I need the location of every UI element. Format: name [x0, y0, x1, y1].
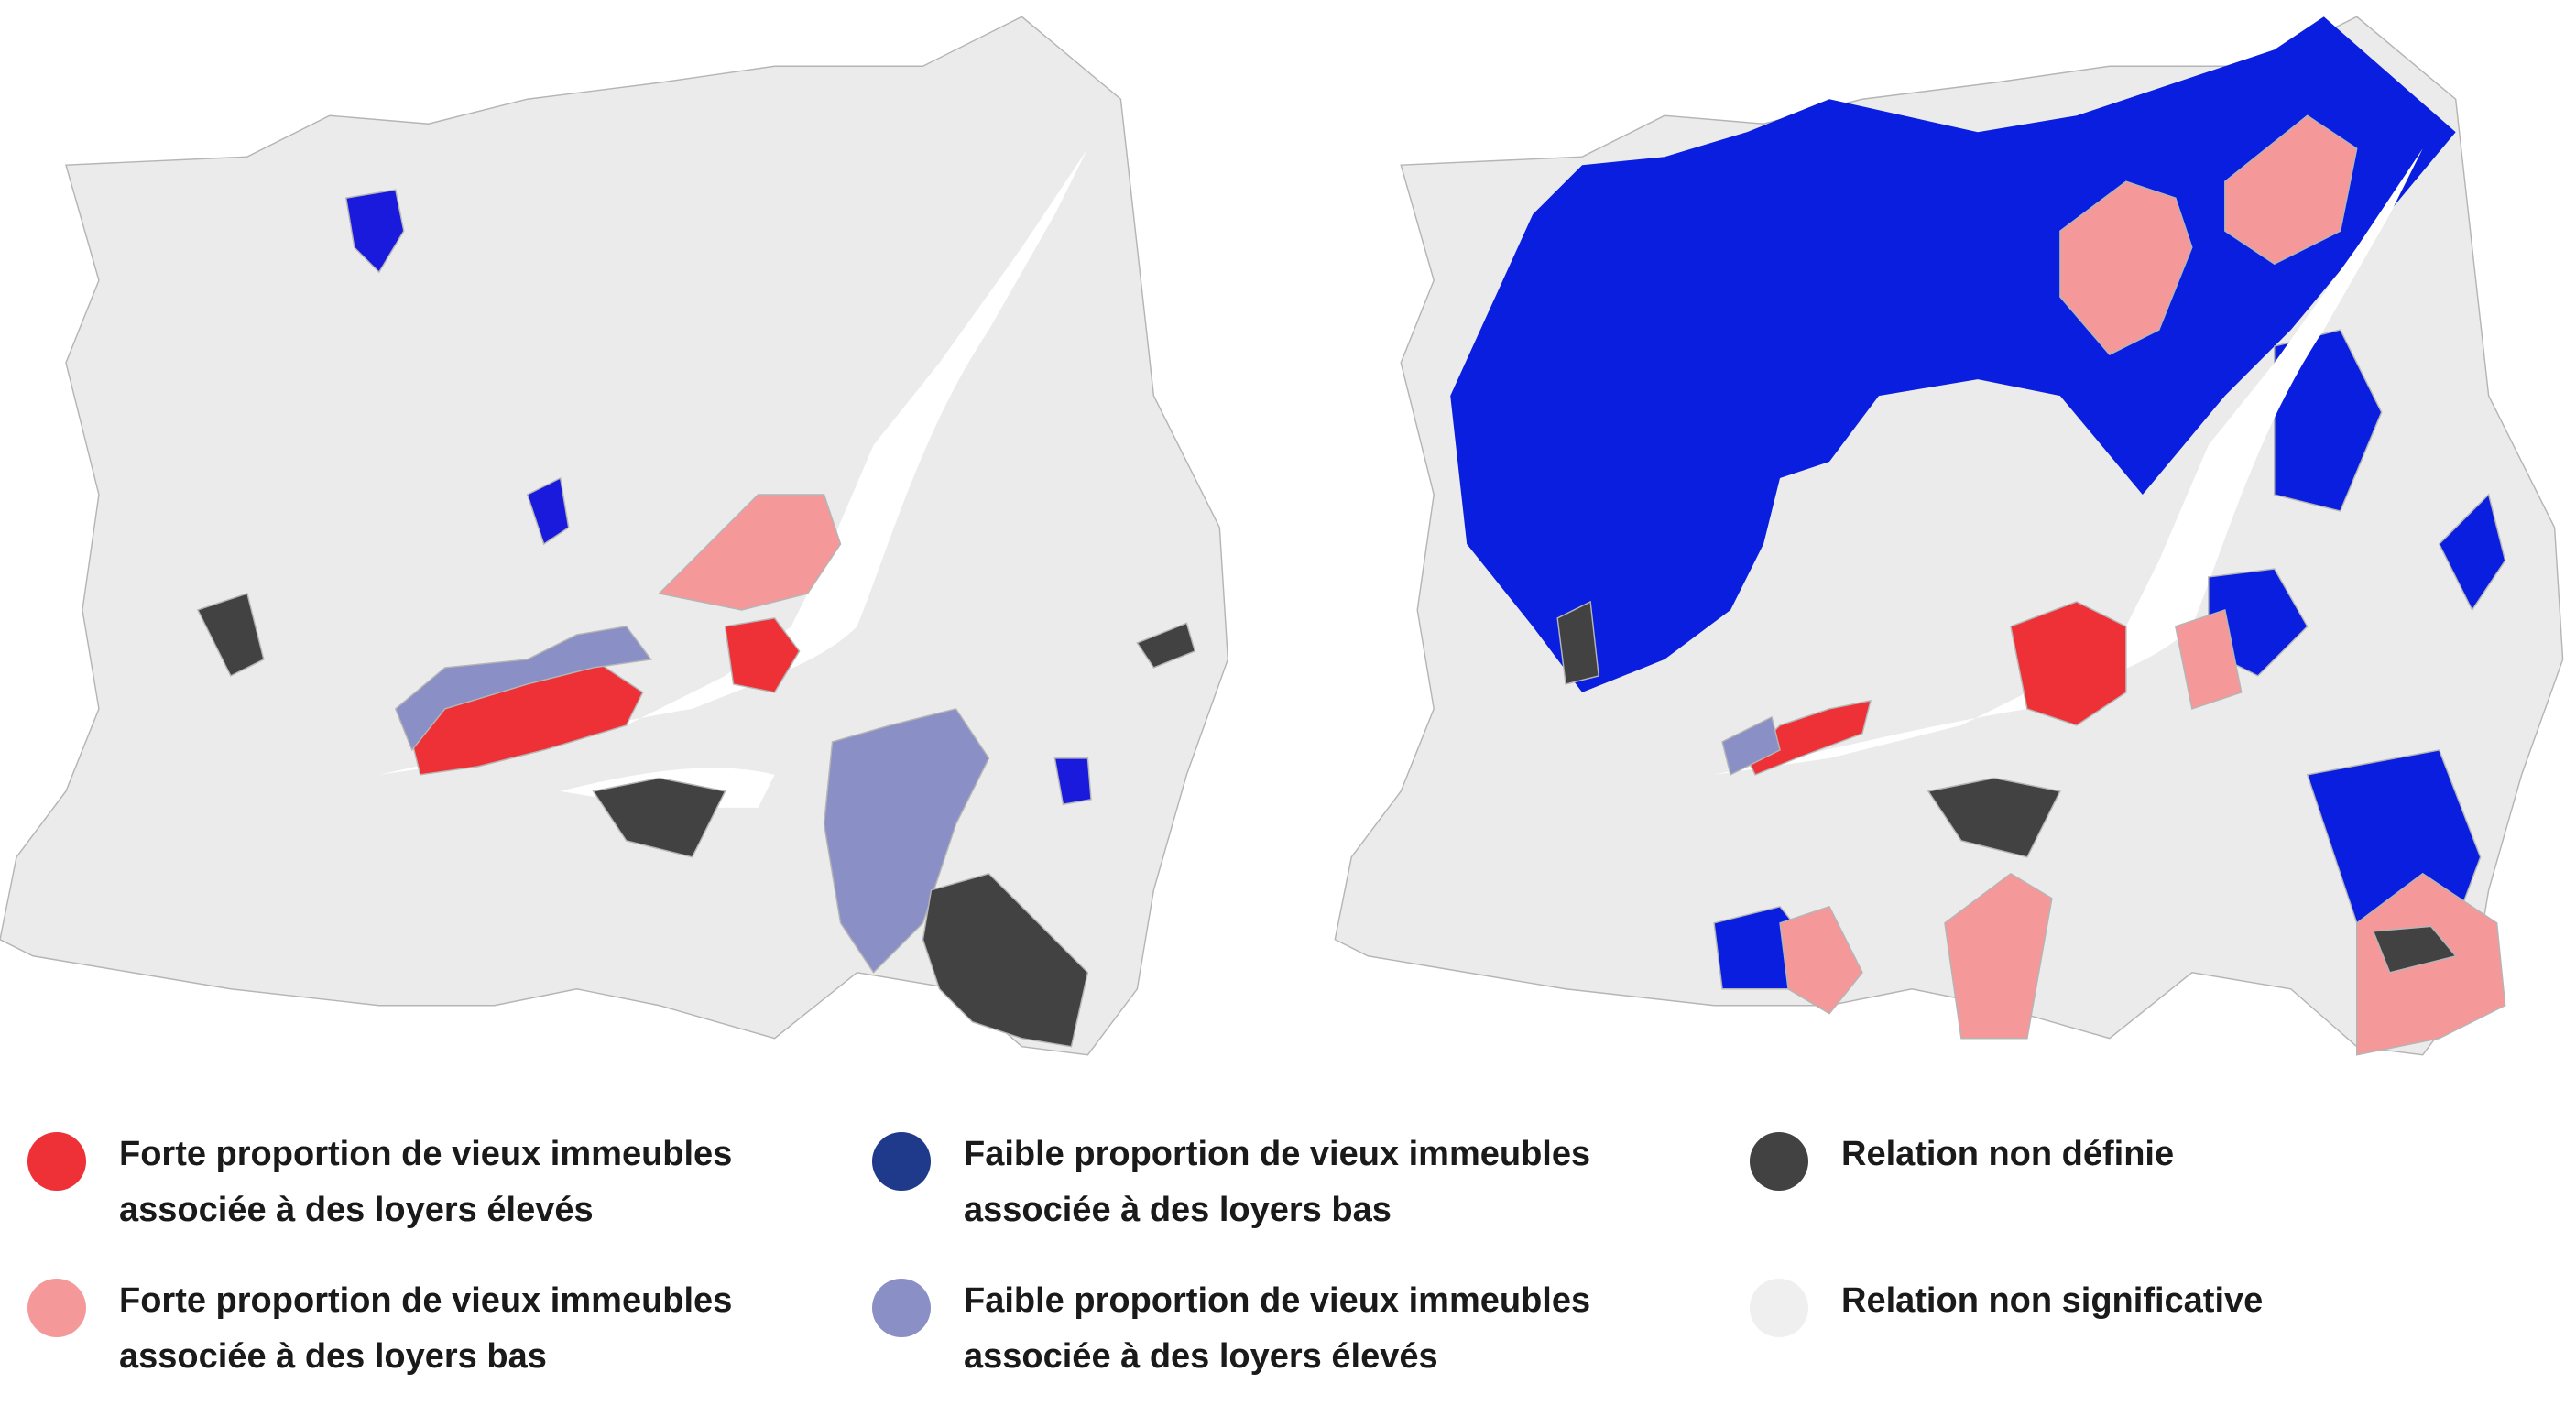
legend-label: Faible proportion de vieux immeubles asso… — [964, 1127, 1590, 1238]
legend-label-line: associée à des loyers bas — [119, 1337, 547, 1376]
legend-label-line: Faible proportion de vieux immeubles — [964, 1135, 1591, 1173]
legend-swatch — [872, 1132, 931, 1191]
map-right — [1334, 16, 2564, 1056]
legend-label: Relation non définie — [1841, 1127, 2174, 1182]
legend-label: Relation non significative — [1841, 1273, 2263, 1329]
legend-label-line: associée à des loyers bas — [964, 1191, 1392, 1229]
legend-swatch — [27, 1279, 86, 1337]
legend-swatch — [1750, 1279, 1808, 1337]
legend-label-line: Faible proportion de vieux immeubles — [964, 1281, 1591, 1320]
legend-label: Faible proportion de vieux immeubles asso… — [964, 1273, 1590, 1385]
legend-swatch — [872, 1279, 931, 1337]
legend-swatch — [1750, 1132, 1808, 1191]
legend-label-line: Forte proportion de vieux immeubles — [119, 1135, 733, 1173]
legend-label-line: Relation non significative — [1841, 1281, 2264, 1320]
legend-label-line: Relation non définie — [1841, 1135, 2175, 1173]
legend: Forte proportion de vieux immeubles assoc… — [0, 1127, 2576, 1401]
legend-label-line: Forte proportion de vieux immeubles — [119, 1281, 733, 1320]
maps — [0, 16, 2564, 1056]
legend-label-line: associée à des loyers élevés — [119, 1191, 594, 1229]
legend-label: Forte proportion de vieux immeubles assoc… — [119, 1127, 732, 1238]
legend-swatch — [27, 1132, 86, 1191]
legend-label-line: associée à des loyers élevés — [964, 1337, 1438, 1376]
legend-label: Forte proportion de vieux immeubles assoc… — [119, 1273, 732, 1385]
map-left — [0, 16, 1229, 1056]
